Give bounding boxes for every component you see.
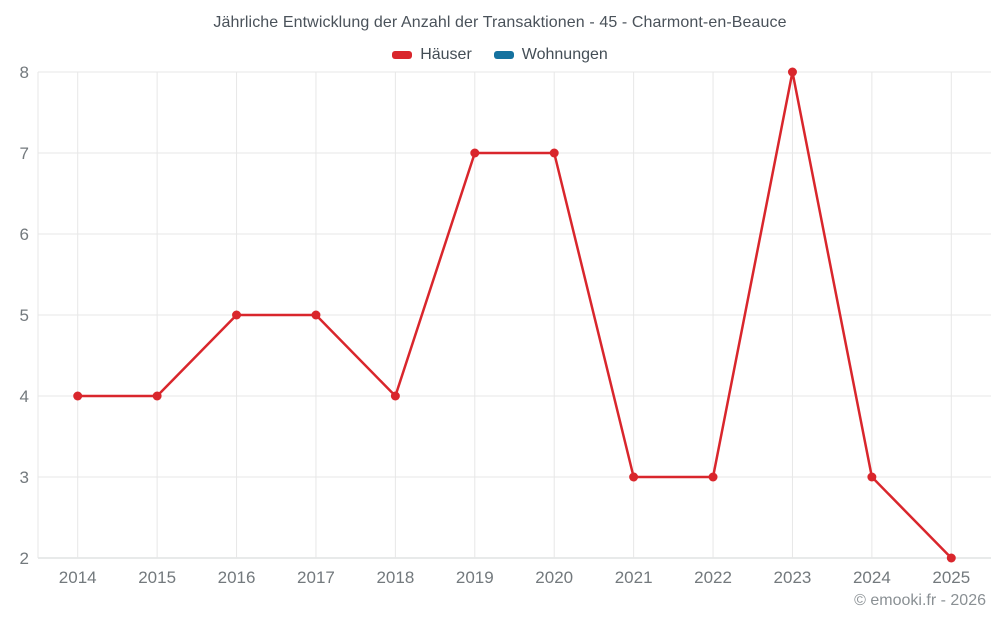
x-axis-tick-label: 2021	[615, 568, 653, 587]
data-point[interactable]	[787, 67, 797, 77]
data-point[interactable]	[232, 310, 242, 320]
y-axis-tick-label: 2	[20, 549, 29, 568]
x-axis-tick-label: 2018	[376, 568, 414, 587]
data-point[interactable]	[311, 310, 321, 320]
data-point[interactable]	[390, 391, 400, 401]
y-axis-tick-label: 7	[20, 144, 29, 163]
copyright-footer: © emooki.fr - 2026	[854, 592, 986, 609]
legend-item-wohnungen[interactable]: Wohnungen	[493, 46, 608, 64]
data-point[interactable]	[549, 148, 559, 158]
legend-swatch	[392, 51, 413, 59]
x-axis-tick-label: 2019	[456, 568, 494, 587]
chart-title: Jährliche Entwicklung der Anzahl der Tra…	[213, 14, 787, 31]
data-point[interactable]	[152, 391, 162, 401]
y-axis-tick-label: 6	[20, 225, 29, 244]
x-axis-tick-label: 2017	[297, 568, 335, 587]
y-axis-tick-label: 8	[20, 63, 29, 82]
x-axis-tick-label: 2014	[59, 568, 97, 587]
y-axis-tick-label: 4	[20, 387, 29, 406]
x-axis-tick-label: 2024	[853, 568, 891, 587]
x-axis-tick-label: 2023	[774, 568, 812, 587]
legend-item-häuser[interactable]: Häuser	[392, 46, 472, 64]
y-axis-tick-label: 3	[20, 468, 29, 487]
legend-swatch	[493, 51, 514, 59]
x-axis-tick-label: 2022	[694, 568, 732, 587]
data-point[interactable]	[629, 472, 639, 482]
chart-legend: Häuser Wohnungen	[0, 46, 1000, 64]
data-point[interactable]	[470, 148, 480, 158]
data-point[interactable]	[73, 391, 83, 401]
data-point[interactable]	[946, 553, 956, 563]
data-point[interactable]	[708, 472, 718, 482]
x-axis-tick-label: 2016	[218, 568, 256, 587]
y-axis-tick-label: 5	[20, 306, 29, 325]
x-axis-tick-label: 2015	[138, 568, 176, 587]
legend-label: Wohnungen	[521, 46, 608, 63]
x-axis-tick-label: 2020	[535, 568, 573, 587]
legend-label: Häuser	[420, 46, 472, 63]
data-point[interactable]	[867, 472, 877, 482]
x-axis-tick-label: 2025	[932, 568, 970, 587]
series-line-häuser	[76, 70, 953, 560]
